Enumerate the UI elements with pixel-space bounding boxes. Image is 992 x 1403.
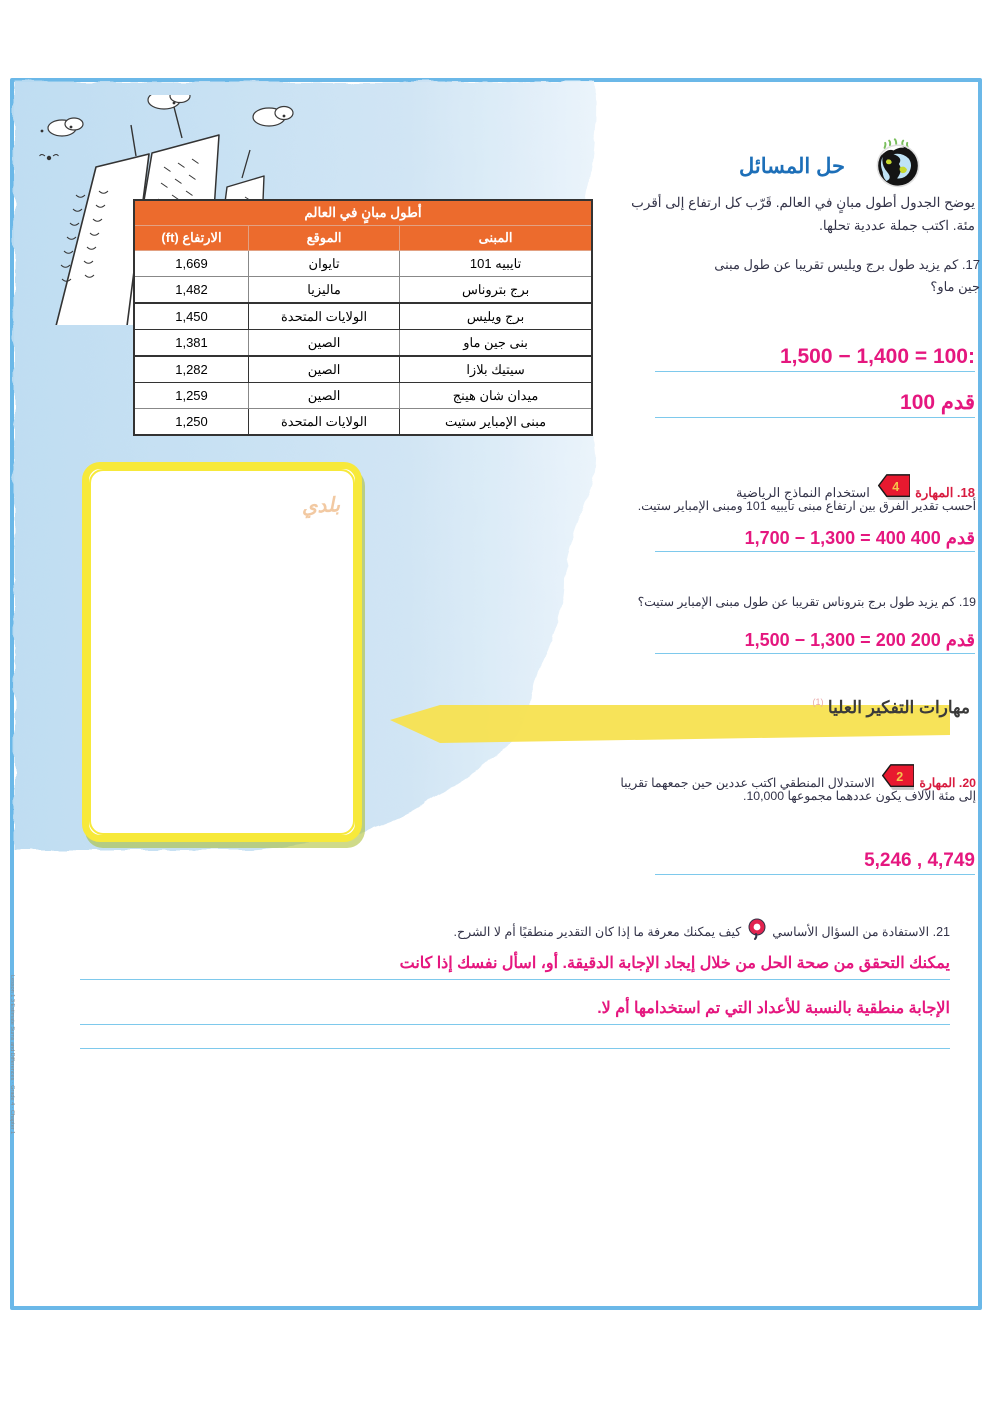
svg-text:4: 4 (892, 480, 899, 494)
svg-text:2: 2 (896, 770, 903, 784)
